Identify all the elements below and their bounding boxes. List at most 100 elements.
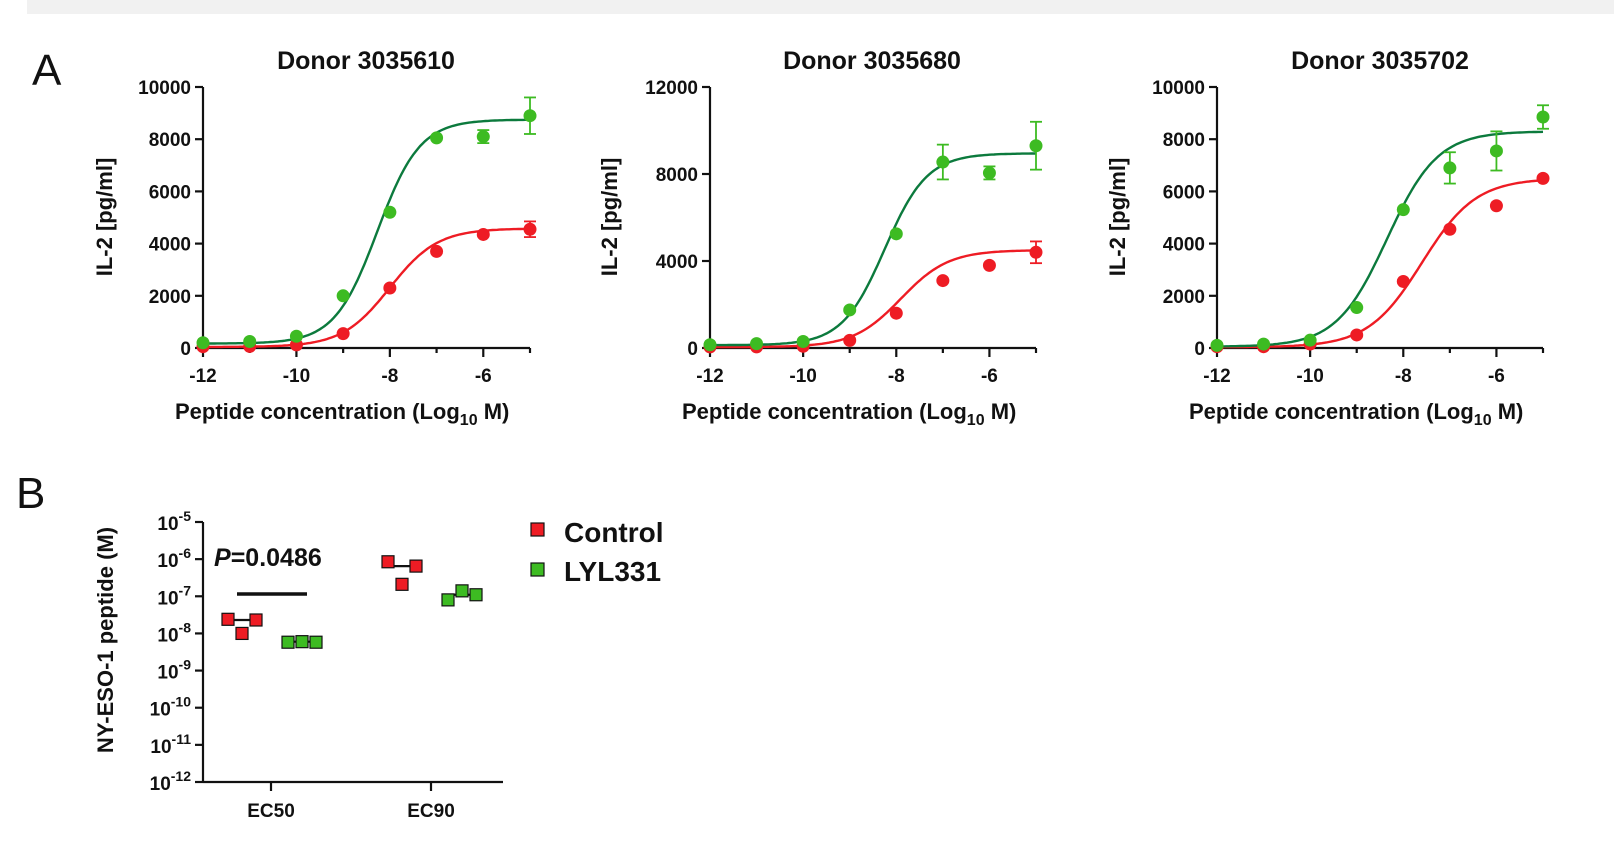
control-point [936,274,950,288]
y-tick-label: 8000 [149,130,191,151]
y-tick-label: 0 [1194,339,1205,360]
x-tick-label: -10 [1296,366,1323,387]
chart-title: Donor 3035610 [277,47,455,75]
lyl331-point [336,289,350,303]
control-point [336,327,350,341]
control-ec90-point [395,577,409,591]
lyl331-point [796,334,810,348]
lyl331-ec50-point [295,635,309,649]
x-tick-label: -12 [696,366,723,387]
lyl331-point [1443,161,1457,175]
lyl331-fit-curve [710,152,1036,347]
y-tick-label: 8000 [656,165,698,186]
control-point [889,306,903,320]
y-axis-label: IL-2 [pg/ml] [597,158,622,277]
y-tick-label: 4000 [656,252,698,273]
control-ec50-point [235,626,249,641]
lyl331-point [383,205,397,219]
lyl331-point [1029,139,1043,153]
lyl331-point [1536,110,1550,124]
panel-label-b: B [16,469,45,518]
y-axis-label: IL-2 [pg/ml] [1105,158,1130,277]
p-value-annotation: P=0.0486 [214,544,322,572]
legend-label-control: Control [564,517,664,548]
chart-title: Donor 3035702 [1291,47,1469,75]
y-tick-label: 10-8 [157,619,191,646]
control-ec90-point [409,559,423,573]
y-tick-label: 10-10 [150,694,192,721]
lyl331-point [982,166,996,180]
y-tick-label: 10-12 [150,768,192,795]
control-point [1029,245,1043,259]
x-tick-label: -12 [1203,366,1230,387]
control-point [383,281,397,295]
lyl331-ec90-point [455,584,469,598]
y-tick-label: 10-7 [157,582,191,609]
category-label-ec90: EC90 [407,801,455,822]
control-point [1350,328,1364,342]
lyl331-ec50-point [309,635,323,649]
y-tick-label: 6000 [149,182,191,203]
control-point [982,258,996,272]
x-tick-label: -6 [1488,366,1505,387]
lyl331-point [1350,301,1364,315]
x-axis-label: Peptide concentration (Log10 M) [682,399,1016,429]
control-point [1536,171,1550,185]
y-axis-label: NY-ESO-1 peptide (M) [93,527,118,753]
donor-3035610-chart: Donor 3035610 IL-2 [pg/ml] Peptide conce… [92,47,537,429]
x-tick-label: -8 [888,366,905,387]
panel-label-a: A [32,46,62,95]
y-tick-label: 0 [687,339,698,360]
x-tick-label: -8 [381,366,398,387]
control-ec50-point [221,612,235,626]
y-tick-label: 2000 [1163,287,1205,308]
control-fit-curve [710,249,1036,349]
x-tick-label: -10 [283,366,310,387]
y-tick-label: 6000 [1163,182,1205,203]
y-tick-label: 4000 [149,235,191,256]
control-ec90-point [381,555,395,569]
plot-area: 0 4000 8000 12000 -12 -10 -8 -6 [645,78,1043,387]
donor-3035702-chart: Donor 3035702 IL-2 [pg/ml] Peptide conce… [1105,47,1550,429]
x-axis-label: Peptide concentration (Log10 M) [1189,399,1523,429]
control-point [1489,199,1503,213]
legend-swatch-control [530,522,545,537]
y-tick-label: 10000 [138,78,191,99]
control-point [476,227,490,241]
y-tick-label: 10-9 [157,657,191,684]
chart-title: Donor 3035680 [783,47,961,75]
y-tick-label: 0 [180,339,191,360]
top-gray-band [27,0,1614,14]
lyl331-point [1257,337,1271,351]
control-fit-curve [203,227,530,349]
y-tick-label: 10-6 [157,545,191,572]
lyl331-point [476,130,490,144]
x-tick-label: -6 [475,366,492,387]
lyl331-ec90-point [441,593,455,607]
lyl331-point [1210,338,1224,352]
plot-area: 10-5 10-6 10-7 10-8 10-9 10-10 10-11 10-12 [150,508,503,795]
category-label-ec50: EC50 [247,801,295,822]
y-tick-label: 10-5 [157,508,191,535]
x-tick-label: -12 [189,366,216,387]
lyl331-point [289,329,303,343]
plot-area: 0 2000 4000 6000 8000 10000 -12 -10 -8 -6 [1152,78,1550,387]
lyl331-point [1396,203,1410,217]
y-tick-label: 12000 [645,78,698,99]
y-tick-label: 8000 [1163,130,1205,151]
lyl331-point [1303,333,1317,347]
x-tick-label: -8 [1395,366,1412,387]
lyl331-point [523,109,537,123]
y-tick-label: 10000 [1152,78,1205,99]
lyl331-ec90-point [469,588,483,602]
lyl331-fit-curve [203,118,530,345]
x-tick-label: -10 [789,366,816,387]
plot-area: 0 2000 4000 6000 8000 10000 -12 -10 -8 -6 [138,78,537,387]
legend-label-lyl331: LYL331 [564,556,661,587]
y-tick-label: 10-11 [150,731,191,758]
lyl331-point [750,337,764,351]
donor-3035680-chart: Donor 3035680 IL-2 [pg/ml] Peptide conce… [597,47,1043,429]
control-ec50-point [249,613,263,627]
y-axis-label: IL-2 [pg/ml] [92,158,117,277]
lyl331-point [889,227,903,241]
